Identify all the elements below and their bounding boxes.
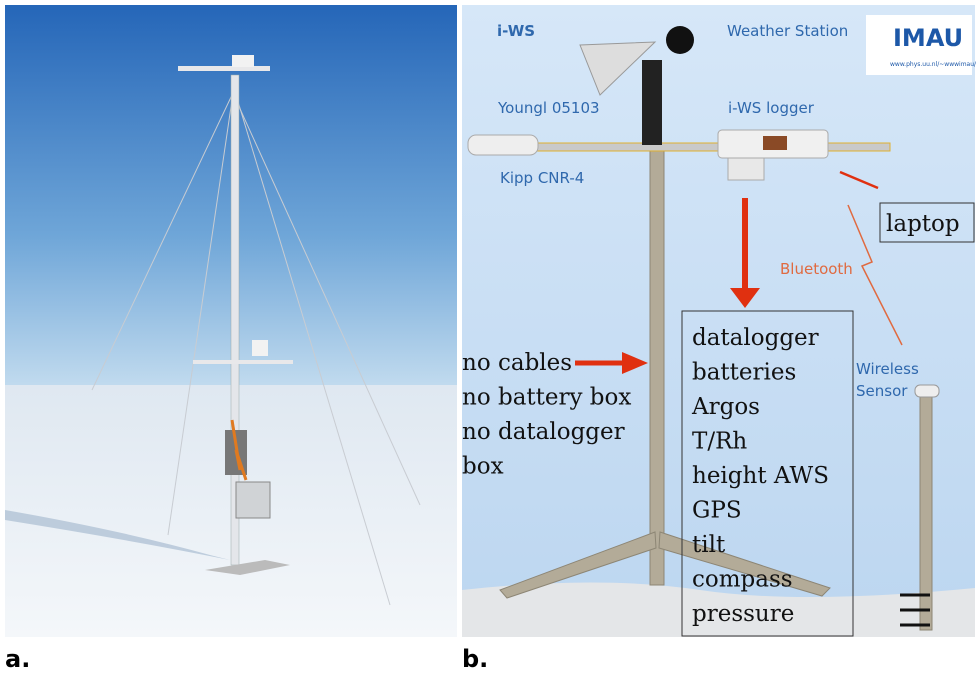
wireless-sensor: [914, 384, 940, 398]
guy-wires: [91, 94, 421, 606]
note: box: [462, 454, 504, 480]
pole: [649, 149, 665, 586]
shadow: [5, 510, 230, 560]
content-item: datalogger: [692, 325, 819, 351]
sensor-base: [900, 593, 930, 627]
header-right: Weather Station: [727, 22, 848, 40]
content-item: T/Rh: [692, 429, 747, 455]
sensor-label: Wireless: [856, 360, 919, 378]
contents-box: [681, 310, 854, 637]
wind-vane: [579, 41, 657, 96]
wind-mast: [642, 60, 662, 145]
content-item: pressure: [692, 601, 794, 627]
content-item: GPS: [692, 498, 742, 524]
laptop-arrow: [839, 170, 879, 190]
battery-box: [235, 481, 271, 519]
radiation-shield: [727, 157, 765, 181]
legs: [499, 531, 831, 599]
logger-label: i-WS logger: [728, 99, 815, 117]
photo-panel: [5, 5, 457, 637]
content-item: batteries: [692, 360, 796, 386]
content-item: Argos: [691, 394, 760, 420]
ground: [462, 582, 975, 637]
content-item: compass: [692, 567, 793, 593]
logger-window: [763, 136, 787, 150]
sensor: [252, 340, 268, 356]
radiation-label: Kipp CNR-4: [500, 169, 584, 187]
logo-text: IMAU: [893, 24, 963, 52]
radiometer: [467, 134, 539, 156]
bluetooth-link: [847, 204, 903, 346]
sensor-label: Sensor: [856, 382, 908, 400]
tripod: [205, 560, 290, 575]
propeller: [666, 26, 694, 54]
logo-box: [866, 15, 972, 75]
laptop-box: [879, 202, 975, 243]
content-item: height AWS: [692, 463, 829, 489]
down-arrow-head: [730, 288, 760, 308]
cables: [230, 419, 248, 481]
top-arm: [178, 66, 270, 71]
logo-url: www.phys.uu.nl/~wwwimau/: [890, 61, 977, 68]
content-item: tilt: [692, 532, 726, 558]
side-arrow-head: [622, 352, 648, 374]
panel-label: b.: [462, 645, 488, 673]
lower-arm: [193, 360, 293, 364]
laptop-label: laptop: [886, 211, 960, 237]
bluetooth-label: Bluetooth: [780, 260, 853, 278]
anemometer: [232, 55, 254, 67]
header-left: i-WS: [497, 22, 535, 40]
note: no battery box: [462, 385, 631, 411]
panel-label: a.: [5, 645, 30, 673]
diagram-panel: IMAU www.phys.uu.nl/~wwwimau/ i-WS Weath…: [462, 5, 977, 637]
wind-label: Youngl 05103: [497, 99, 600, 117]
note: no cables: [462, 350, 572, 376]
note: no datalogger: [462, 419, 625, 445]
